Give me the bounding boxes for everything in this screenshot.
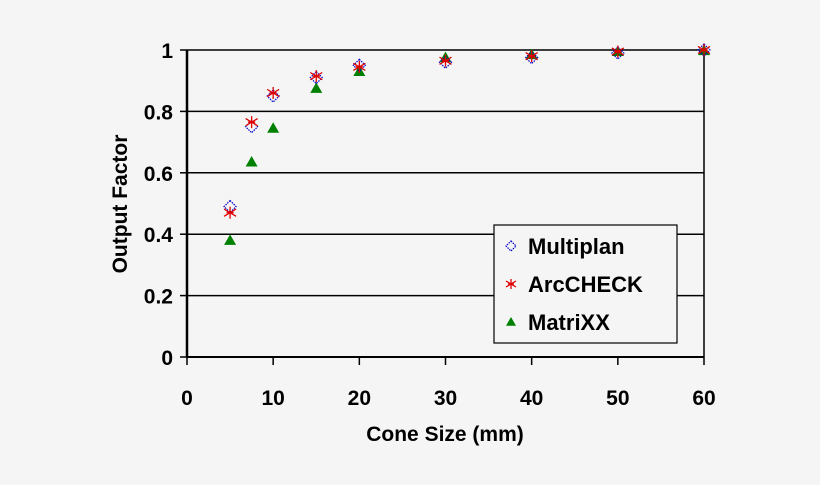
y-tick-label: 0 — [161, 347, 173, 370]
triangle-marker — [310, 82, 323, 93]
x-tick-label: 0 — [181, 387, 193, 410]
asterisk-marker — [505, 279, 517, 289]
x-axis-title: Cone Size (mm) — [366, 423, 524, 446]
diamond-marker — [352, 58, 367, 73]
asterisk-marker — [223, 206, 237, 219]
triangle-marker — [267, 122, 280, 133]
triangle-marker — [506, 317, 516, 326]
legend: Multiplan ArcCHECK MatriXX — [493, 224, 678, 344]
diamond-marker — [309, 70, 324, 85]
asterisk-marker — [352, 60, 366, 73]
asterisk-marker — [525, 50, 539, 63]
y-tick-label: 1 — [161, 40, 173, 63]
triangle-marker — [245, 156, 258, 167]
asterisk-marker — [245, 116, 258, 129]
asterisk-marker — [309, 70, 323, 83]
x-tick-label: 60 — [692, 387, 715, 410]
legend-item-arccheck: ArcCHECK — [505, 272, 643, 297]
diamond-marker — [438, 55, 453, 70]
diamond-marker — [610, 46, 625, 60]
legend-box — [493, 224, 678, 344]
x-tick-label: 40 — [520, 387, 543, 410]
legend-label: ArcCHECK — [528, 272, 643, 297]
x-tick-label: 10 — [261, 387, 284, 410]
asterisk-marker — [439, 54, 452, 67]
data-points — [223, 43, 711, 245]
legend-item-multiplan: Multiplan — [505, 234, 625, 259]
series-arccheck — [223, 44, 711, 219]
legend-label: MatriXX — [528, 310, 610, 335]
x-tick-label: 50 — [606, 387, 629, 410]
y-axis-title: Output Factor — [109, 135, 132, 274]
x-tick-label: 20 — [348, 387, 371, 410]
y-axis-ticks: 0 0.2 0.4 0.6 0.8 1 — [144, 40, 187, 370]
diamond-marker — [524, 50, 539, 65]
diamond-marker — [505, 240, 517, 252]
legend-item-matrixx: MatriXX — [506, 310, 610, 335]
legend-label: Multiplan — [528, 234, 625, 259]
y-tick-label: 0.2 — [144, 286, 173, 309]
series-matrixx — [224, 44, 710, 245]
y-tick-label: 0.4 — [144, 224, 174, 247]
x-axis-ticks: 0 10 20 30 40 50 60 — [181, 357, 716, 410]
asterisk-marker — [266, 86, 280, 99]
diamond-marker — [266, 89, 281, 103]
triangle-marker — [224, 234, 237, 245]
diamond-marker — [223, 199, 237, 214]
y-tick-label: 0.8 — [144, 101, 174, 124]
asterisk-marker — [697, 44, 711, 56]
x-tick-label: 30 — [434, 387, 457, 410]
series-multiplan — [223, 43, 711, 214]
asterisk-marker — [611, 45, 625, 58]
y-tick-label: 0.6 — [144, 163, 173, 186]
